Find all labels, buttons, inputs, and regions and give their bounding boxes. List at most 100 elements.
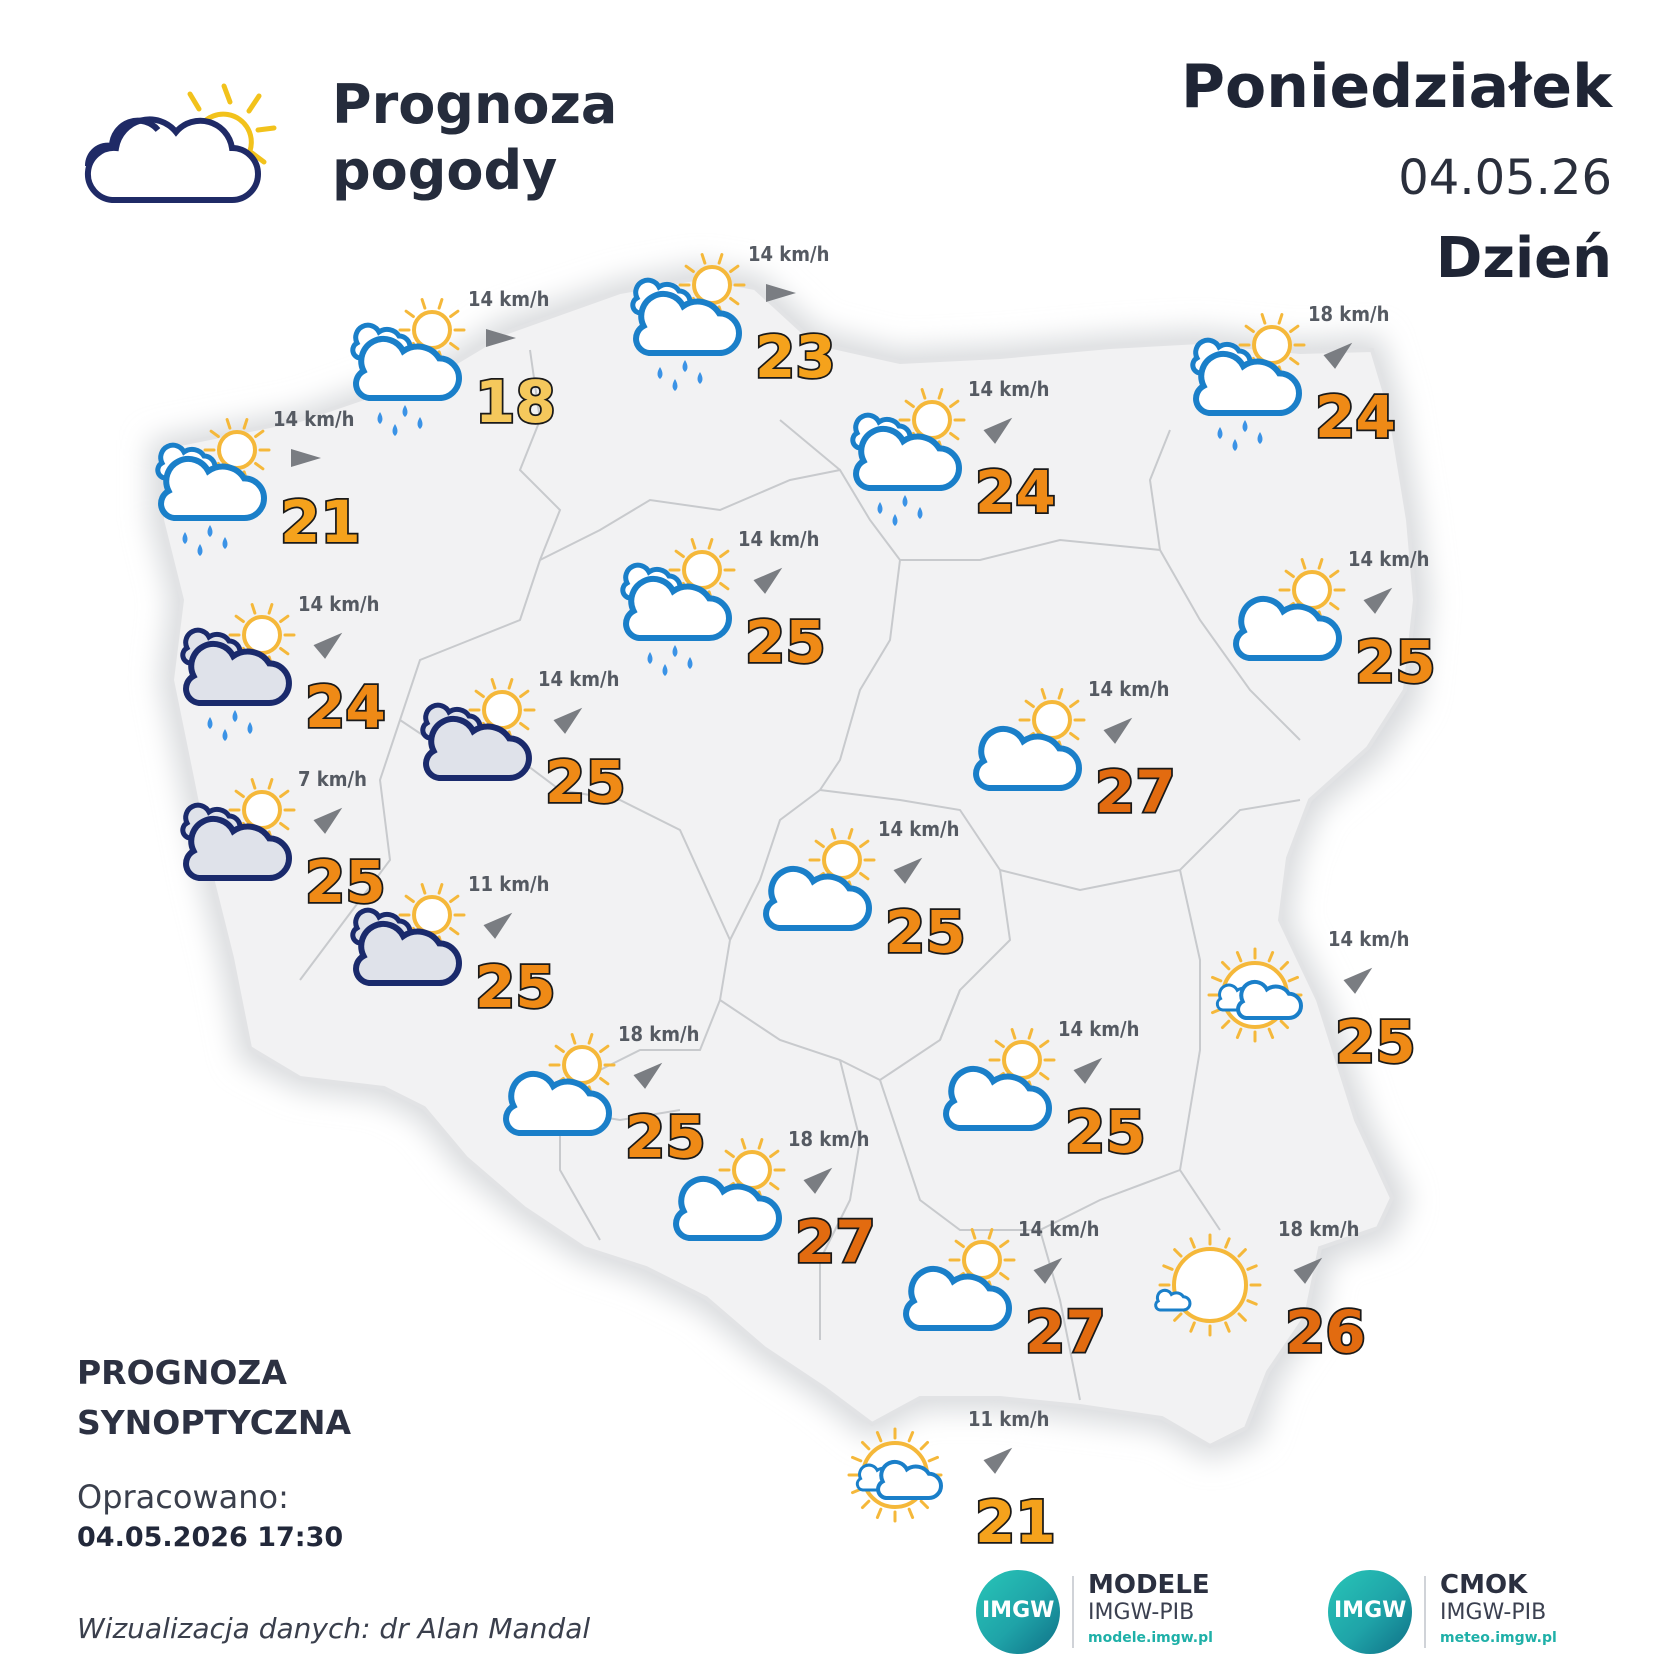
wind-speed-label: 14 km/h <box>468 287 549 311</box>
temperature-value: 24 <box>975 458 1056 526</box>
forecast-date: 04.05.26 <box>1398 150 1612 206</box>
wind-direction-arrow-icon <box>1033 1257 1063 1284</box>
weather-sun-cloud-icon <box>503 1033 616 1136</box>
sun-disc <box>1032 700 1072 740</box>
wind-speed-label: 14 km/h <box>878 817 959 841</box>
wind-speed-label: 18 km/h <box>1278 1217 1359 1241</box>
wind-direction-arrow-icon <box>766 284 796 302</box>
sun-disc <box>1292 570 1332 610</box>
weather-sun-cloud-rain-icon <box>620 538 736 676</box>
weather-sun-cloud-rain-icon <box>850 388 966 526</box>
logo-subtitle: IMGW-PIB <box>1440 1600 1547 1625</box>
sun-disc <box>822 840 862 880</box>
rain-drops <box>182 525 228 556</box>
sun-disc <box>412 310 452 350</box>
wind-speed-label: 18 km/h <box>1308 302 1389 326</box>
wind-speed-label: 11 km/h <box>468 872 549 896</box>
sun-disc <box>482 690 522 730</box>
station-krakow: 14 km/h 27 <box>903 1217 1107 1368</box>
temperature-value: 27 <box>795 1208 876 1276</box>
rain-drops <box>377 405 423 436</box>
station-szczecin: 14 km/h 24 <box>180 592 387 743</box>
temperature-value: 25 <box>1065 1098 1146 1166</box>
sun-disc <box>1252 325 1292 365</box>
temperature-value: 24 <box>305 673 386 741</box>
weather-sun-small-clouds-icon <box>1207 947 1303 1043</box>
wind-speed-label: 14 km/h <box>1088 677 1169 701</box>
station-rzeszow: 18 km/h 26 <box>1154 1217 1367 1368</box>
prepared-label: Opracowano: <box>77 1478 289 1516</box>
rain-drops <box>207 710 253 741</box>
sun-rays <box>847 1427 943 1523</box>
station-gdansk: 14 km/h 23 <box>630 242 837 393</box>
wind-speed-label: 18 km/h <box>788 1127 869 1151</box>
wind-direction-arrow-icon <box>1073 1057 1103 1084</box>
station-bydgoszcz: 14 km/h 25 <box>620 527 827 678</box>
wind-direction-arrow-icon <box>753 567 783 594</box>
wind-speed-label: 14 km/h <box>1018 1217 1099 1241</box>
weather-sun-cloud-icon <box>903 1228 1016 1331</box>
prepared-timestamp: 04.05.2026 17:30 <box>77 1522 344 1553</box>
station-koszalin: 14 km/h 18 <box>350 287 557 438</box>
temperature-value: 25 <box>1355 628 1436 696</box>
wind-speed-label: 18 km/h <box>618 1022 699 1046</box>
logo-url-link[interactable]: modele.imgw.pl <box>1088 1630 1213 1646</box>
station-katowice: 18 km/h 27 <box>673 1127 877 1278</box>
wind-direction-arrow-icon <box>1293 1257 1323 1284</box>
wind-direction-arrow-icon <box>1323 342 1353 369</box>
weather-sun-cloud-rain-icon <box>350 298 466 436</box>
wind-direction-arrow-icon <box>1343 967 1373 994</box>
temperature-value: 18 <box>475 368 556 436</box>
station-lodz: 14 km/h 25 <box>763 817 967 968</box>
wind-speed-label: 11 km/h <box>968 1407 1049 1431</box>
wind-direction-arrow-icon <box>803 1167 833 1194</box>
temperature-value: 23 <box>755 323 836 391</box>
wind-speed-label: 14 km/h <box>538 667 619 691</box>
country-shape <box>159 275 1418 1449</box>
station-poznan-south: 11 km/h 25 <box>350 872 557 1023</box>
wind-speed-label: 14 km/h <box>1348 547 1429 571</box>
wind-speed-label: 14 km/h <box>738 527 819 551</box>
rain-drops <box>647 645 693 676</box>
temperature-value: 25 <box>475 953 556 1021</box>
forecast-period: Dzień <box>1435 226 1612 291</box>
wind-direction-arrow-icon <box>633 1062 663 1089</box>
logo-divider <box>1424 1576 1426 1648</box>
sun-disc <box>562 1045 602 1085</box>
wind-direction-arrow-icon <box>1363 587 1393 614</box>
weather-sun-cloud-icon <box>1233 558 1346 661</box>
temperature-value: 27 <box>1095 758 1176 826</box>
temperature-value: 25 <box>745 608 826 676</box>
station-lublin: 14 km/h 25 <box>1207 927 1417 1078</box>
sun-disc <box>1002 1040 1042 1080</box>
weather-sun-cloud-dark-icon <box>350 883 466 986</box>
temperature-value: 25 <box>1335 1008 1416 1076</box>
weather-sun-cloud-rain-icon <box>630 253 746 391</box>
station-zakopane: 11 km/h 21 <box>847 1407 1057 1558</box>
weather-sun-cloud-dark-icon <box>180 778 296 881</box>
cmok-imgw-logo[interactable]: IMGW CMOK IMGW-PIB meteo.imgw.pl <box>1328 1570 1588 1656</box>
wind-speed-label: 14 km/h <box>1328 927 1409 951</box>
forecast-day-name: Poniedziałek <box>1181 52 1612 122</box>
sun-disc <box>217 430 257 470</box>
logo-subtitle: IMGW-PIB <box>1088 1600 1195 1625</box>
logo-url-link[interactable]: meteo.imgw.pl <box>1440 1630 1557 1646</box>
temperature-value: 21 <box>975 1488 1056 1556</box>
station-szczecin-coast: 14 km/h 21 <box>155 407 362 558</box>
logo-name: MODELE <box>1088 1570 1210 1600</box>
rain-drops <box>657 360 703 391</box>
wind-speed-label: 14 km/h <box>748 242 829 266</box>
partly-cloudy-logo-icon <box>72 76 282 216</box>
weather-sun-small-clouds-icon <box>847 1427 943 1523</box>
page-title: Prognoza pogody <box>332 73 618 202</box>
modele-imgw-logo[interactable]: IMGW MODELE IMGW-PIB modele.imgw.pl <box>976 1570 1236 1656</box>
wind-direction-arrow-icon <box>1103 717 1133 744</box>
wind-direction-arrow-icon <box>983 417 1013 444</box>
rain-drops <box>877 495 923 526</box>
wind-speed-label: 14 km/h <box>1058 1017 1139 1041</box>
weather-sun-cloud-icon <box>763 828 876 931</box>
forecast-type-title: PROGNOZA SYNOPTYCZNA <box>77 1353 352 1442</box>
weather-sun-cloud-icon <box>673 1138 786 1241</box>
weather-sun-cloud-dark-icon <box>420 678 536 781</box>
